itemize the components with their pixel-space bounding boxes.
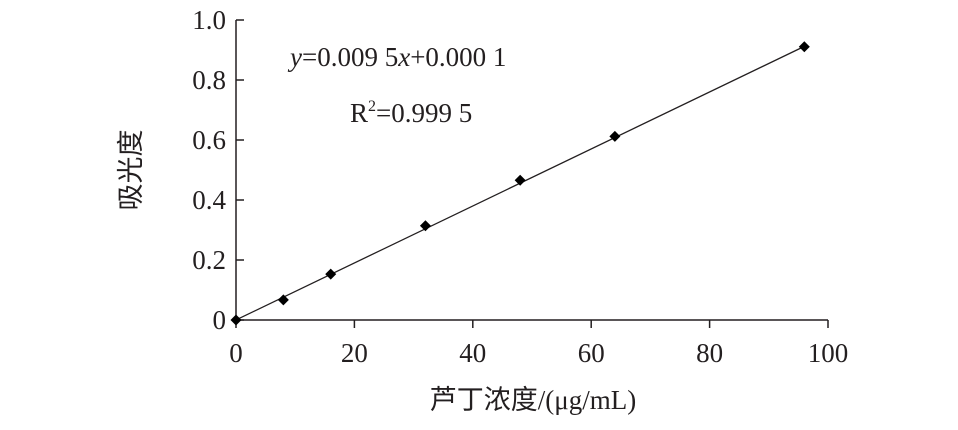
y-tick-label: 0 bbox=[213, 305, 227, 335]
y-axis-title: 吸光度 bbox=[116, 130, 146, 211]
x-tick-label: 40 bbox=[459, 338, 486, 368]
x-axis: 0 20 40 60 80 100 bbox=[229, 319, 848, 368]
data-point-diamond bbox=[609, 130, 621, 142]
data-point-diamond bbox=[798, 41, 810, 53]
equation-part1: =0.009 5 bbox=[302, 42, 398, 72]
x-tick-label: 0 bbox=[229, 338, 243, 368]
y-axis: 0 0.2 0.4 0.6 0.8 1.0 bbox=[192, 5, 244, 335]
data-point-diamond bbox=[325, 268, 337, 280]
r-squared-value: =0.999 5 bbox=[376, 98, 472, 128]
data-point-diamond bbox=[230, 314, 242, 326]
data-points bbox=[230, 41, 810, 326]
y-tick-label: 1.0 bbox=[192, 5, 226, 35]
x-ticks: 0 20 40 60 80 100 bbox=[229, 320, 848, 368]
y-ticks: 0 0.2 0.4 0.6 0.8 1.0 bbox=[192, 5, 244, 335]
y-tick-label: 0.2 bbox=[192, 245, 226, 275]
y-tick-label: 0.4 bbox=[192, 185, 226, 215]
r-squared-base: R bbox=[350, 98, 368, 128]
r-squared-sup: 2 bbox=[368, 98, 376, 115]
equation-y-var: y bbox=[287, 42, 302, 72]
x-tick-label: 60 bbox=[578, 338, 605, 368]
x-tick-label: 80 bbox=[696, 338, 723, 368]
equation-label: y=0.009 5x+0.000 1 bbox=[287, 42, 506, 72]
data-point-diamond bbox=[419, 220, 431, 232]
equation-part2: +0.000 1 bbox=[410, 42, 506, 72]
equation-x-var: x bbox=[397, 42, 410, 72]
data-point-diamond bbox=[514, 174, 526, 186]
x-tick-label: 20 bbox=[341, 338, 368, 368]
r-squared-label: R2=0.999 5 bbox=[350, 98, 472, 128]
y-tick-label: 0.8 bbox=[192, 65, 226, 95]
y-tick-label: 0.6 bbox=[192, 125, 226, 155]
x-tick-label: 100 bbox=[808, 338, 849, 368]
data-point-diamond bbox=[277, 294, 289, 306]
x-axis-title: 芦丁浓度/(μg/mL) bbox=[430, 385, 636, 415]
